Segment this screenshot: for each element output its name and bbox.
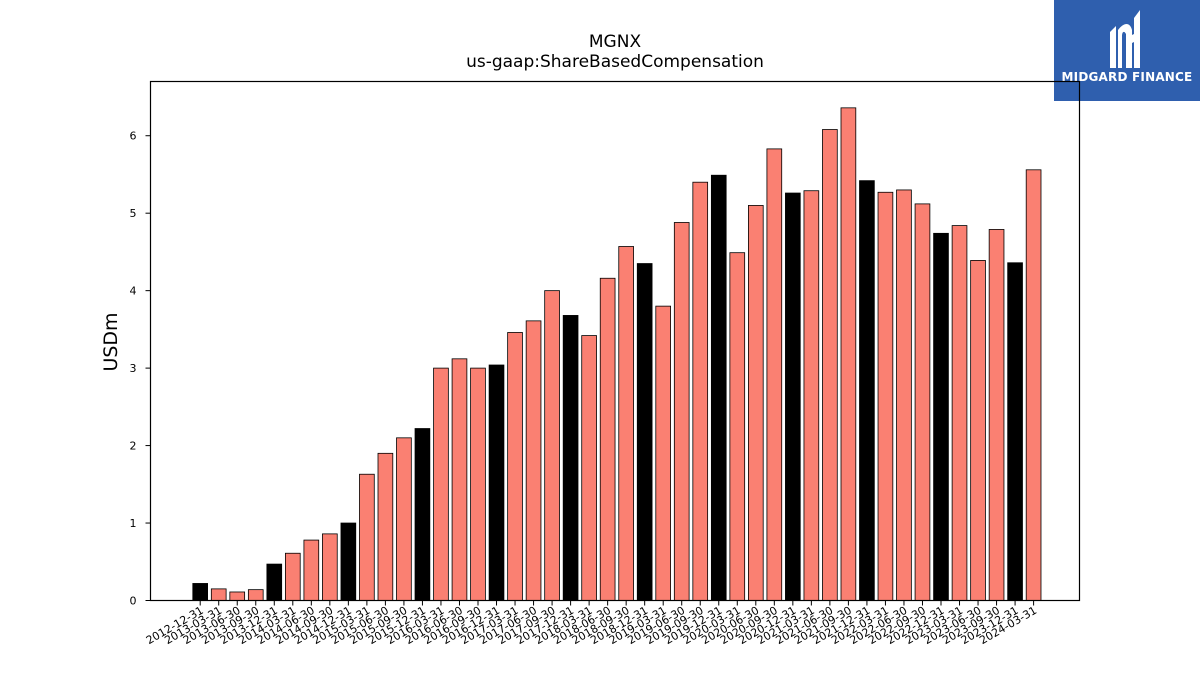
- bar-2022-09-30: [914, 203, 931, 601]
- bars-group: [192, 107, 1042, 601]
- bar-2013-12-31: [266, 563, 283, 601]
- bar-2019-12-31: [710, 174, 727, 601]
- bar-2012-12-31: [192, 583, 209, 601]
- y-tick-label: 2: [130, 440, 137, 453]
- chart-title-block: MGNX us-gaap:ShareBasedCompensation: [150, 32, 1080, 72]
- bar-2020-03-31: [729, 252, 746, 601]
- bar-2019-09-30: [692, 181, 709, 601]
- bar-2020-09-30: [766, 148, 783, 601]
- bar-2013-03-31: [210, 588, 227, 601]
- bar-2014-09-30: [322, 533, 338, 601]
- chart-title: MGNX: [588, 32, 642, 52]
- bar-2015-12-31: [414, 428, 431, 601]
- bar-2019-06-30: [673, 222, 690, 601]
- y-tick-label: 5: [130, 207, 137, 220]
- bar-2018-06-30: [599, 277, 616, 601]
- bar-2016-09-30: [470, 367, 486, 601]
- y-tick-label: 1: [130, 517, 137, 530]
- brand-name: MIDGARD FINANCE: [1061, 70, 1193, 84]
- bar-2014-06-30: [303, 539, 320, 601]
- bar-2022-03-31: [877, 191, 894, 601]
- bar-2023-03-31: [951, 225, 968, 601]
- bar-2022-06-30: [896, 189, 912, 601]
- y-axis-label: USDm: [100, 312, 122, 371]
- chart-subtitle: us-gaap:ShareBasedCompensation: [466, 52, 764, 72]
- bar-2021-06-30: [822, 129, 838, 601]
- y-tick-label: 4: [130, 285, 137, 298]
- bar-2018-09-30: [618, 246, 634, 601]
- bar-2016-06-30: [451, 358, 468, 601]
- bar-2014-03-31: [284, 552, 301, 601]
- bar-2017-12-31: [562, 315, 579, 601]
- bar-2021-09-30: [840, 107, 857, 601]
- bar-2013-09-30: [247, 589, 264, 601]
- bar-2023-12-31: [1007, 262, 1023, 601]
- bar-2015-03-31: [359, 473, 375, 601]
- y-tick-label: 0: [130, 595, 137, 608]
- bar-2016-12-31: [488, 364, 505, 601]
- bar-2020-06-30: [748, 205, 764, 601]
- bar-2015-09-30: [396, 437, 412, 601]
- bar-2017-03-31: [507, 332, 523, 601]
- bar-2018-03-31: [581, 335, 597, 601]
- bar-2016-03-31: [433, 367, 449, 601]
- bar-2022-12-31: [933, 232, 949, 601]
- bar-2023-06-30: [970, 260, 986, 601]
- midgard-logo-icon: [1110, 10, 1140, 68]
- y-tick-label: 6: [130, 130, 137, 143]
- bar-2019-03-31: [655, 305, 671, 601]
- brand-logo: MIDGARD FINANCE: [1054, 0, 1200, 101]
- bar-2014-12-31: [340, 522, 357, 601]
- bar-2021-03-31: [803, 190, 820, 601]
- bar-2018-12-31: [636, 263, 653, 601]
- bar-2017-06-30: [525, 320, 542, 601]
- bar-2024-03-31: [1025, 169, 1042, 601]
- bar-2013-06-30: [229, 591, 246, 601]
- bar-2017-09-30: [544, 290, 560, 601]
- x-axis: 2012-12-312013-03-312013-06-302013-09-30…: [144, 600, 1039, 647]
- y-axis: 0 1 2 3 4 5 6: [130, 130, 151, 608]
- bar-2023-09-30: [988, 229, 1005, 601]
- plot-frame: [149, 80, 1081, 602]
- bar-2020-12-31: [785, 192, 801, 601]
- bar-2015-06-30: [377, 452, 394, 601]
- bar-2021-12-31: [859, 180, 875, 601]
- y-tick-label: 3: [130, 362, 137, 375]
